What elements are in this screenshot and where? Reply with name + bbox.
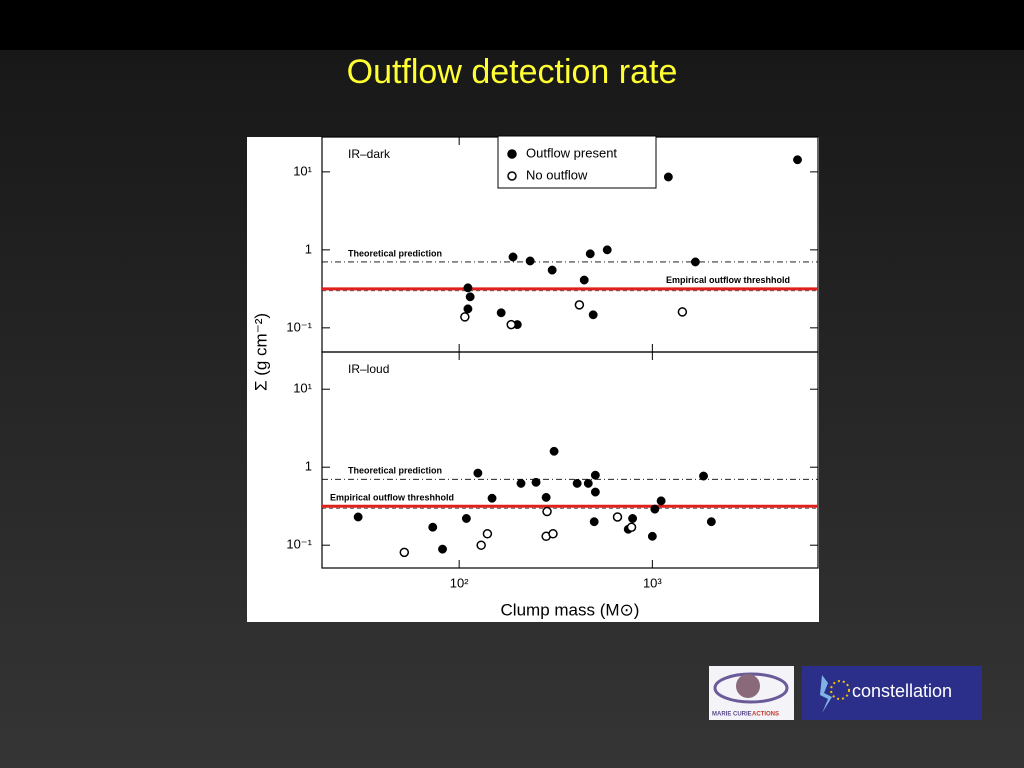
data-point	[525, 256, 535, 266]
panel-label: IR–dark	[348, 147, 391, 161]
data-point	[602, 245, 612, 255]
data-point	[506, 319, 516, 330]
data-point	[487, 493, 497, 503]
data-point	[428, 522, 438, 532]
legend-label: Outflow present	[526, 145, 617, 160]
logo-text: MARIE CURIE	[712, 712, 752, 718]
y-tick-label: 1	[305, 459, 312, 474]
data-point	[399, 547, 410, 558]
constellation-logo: constellation	[802, 666, 982, 720]
figure-background	[247, 137, 819, 622]
x-tick-label: 10²	[450, 575, 469, 590]
data-point	[699, 471, 708, 481]
marie-curie-logo: MARIE CURIE ACTIONS	[709, 666, 794, 720]
data-point	[476, 540, 486, 550]
data-point	[482, 529, 493, 539]
x-axis-label: Clump mass (M⊙)	[501, 600, 640, 619]
data-point	[656, 496, 666, 506]
y-tick-label: 10⁻¹	[286, 537, 312, 552]
data-point	[590, 470, 600, 480]
data-point	[677, 307, 688, 317]
logo-text: ACTIONS	[752, 712, 779, 718]
reference-label: Theoretical prediction	[348, 466, 442, 476]
data-point	[628, 514, 638, 523]
top-bar	[0, 0, 1024, 50]
legend-box	[497, 135, 657, 189]
data-point	[590, 487, 600, 497]
figure: 10¹ 1 10⁻¹ IR–dark Theoretical prediction Emp…	[251, 135, 819, 619]
x-tick-label: 10³	[643, 575, 662, 590]
legend-label: No outflow	[526, 167, 588, 182]
logo-box	[802, 666, 982, 720]
data-point	[612, 512, 623, 522]
data-point	[579, 275, 589, 285]
logo-figure	[820, 675, 832, 713]
reference-label: Empirical outflow threshhold	[666, 275, 790, 285]
data-point	[473, 468, 483, 478]
y-tick-label: 10⁻¹	[286, 319, 312, 334]
data-point	[508, 252, 518, 262]
data-point	[461, 514, 471, 523]
data-point	[647, 531, 657, 541]
data-point	[542, 506, 552, 517]
data-point	[549, 446, 559, 456]
data-point	[572, 478, 582, 488]
reference-label: Empirical outflow threshhold	[330, 493, 454, 503]
data-point	[706, 517, 716, 527]
legend-marker	[507, 149, 517, 159]
data-point	[463, 304, 473, 314]
slide-title: Outflow detection rate	[347, 53, 678, 91]
panel-label: IR–loud	[348, 362, 389, 376]
data-point	[793, 155, 802, 165]
data-point	[650, 504, 660, 514]
data-point	[516, 478, 526, 488]
legend-marker	[507, 171, 517, 181]
data-point	[531, 477, 541, 487]
data-point	[463, 283, 473, 293]
y-tick-label: 1	[305, 241, 312, 256]
logo-text: constellation	[852, 681, 952, 701]
data-point	[548, 529, 558, 539]
data-point	[541, 492, 551, 502]
logo-stars	[830, 680, 850, 700]
y-tick-label: 10¹	[293, 381, 312, 396]
y-tick-label: 10¹	[293, 163, 312, 178]
data-point	[583, 478, 593, 488]
data-point	[589, 517, 599, 527]
reference-label: Theoretical prediction	[348, 248, 442, 258]
data-point	[626, 522, 637, 532]
data-point	[460, 312, 470, 322]
data-point	[574, 300, 585, 310]
data-point	[353, 512, 363, 522]
logo-portrait	[736, 674, 760, 698]
data-point	[496, 308, 506, 318]
data-point	[585, 249, 595, 259]
plot-frame	[321, 351, 819, 569]
data-point	[465, 292, 475, 302]
data-point	[588, 310, 598, 320]
logo-ring	[713, 672, 789, 704]
data-point	[663, 172, 673, 182]
y-axis-label: Σ (g cm⁻²)	[251, 313, 270, 391]
data-point	[547, 265, 557, 275]
data-point	[690, 257, 700, 267]
data-point	[438, 544, 447, 554]
